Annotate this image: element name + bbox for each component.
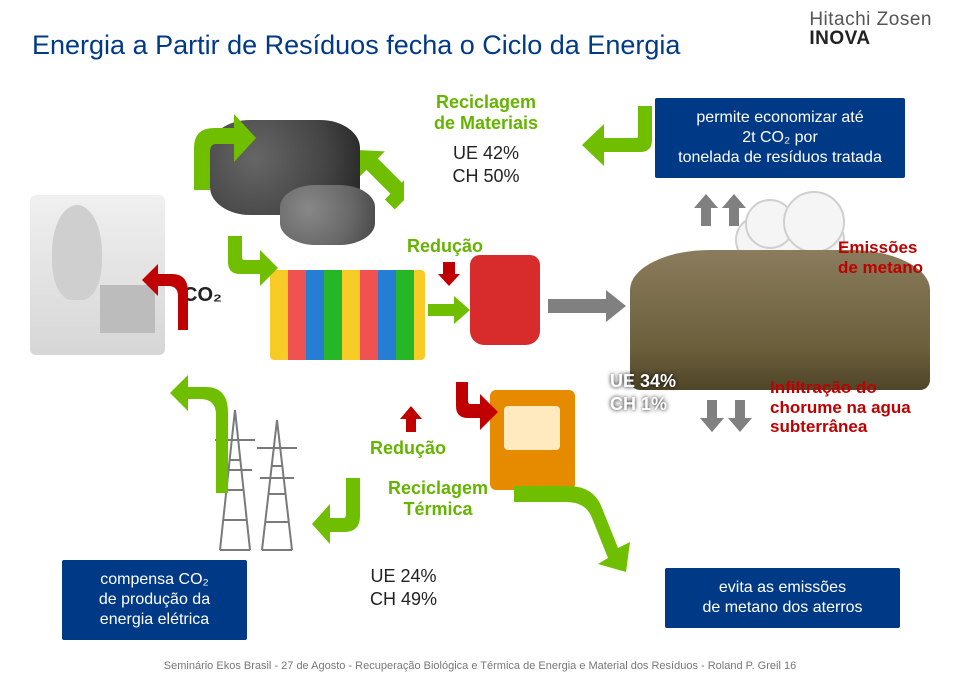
arrow-savings-to-recycling (580, 100, 658, 170)
recycling-materials-ue: UE 42% (396, 142, 576, 165)
leachate-label: Infiltração do chorume na agua subterrân… (770, 378, 911, 437)
arrow-waste-to-landfill (548, 290, 628, 322)
arrow-products-to-waste (428, 296, 472, 324)
compensates-co2-box: compensa CO₂ de produção da energia elét… (62, 560, 247, 640)
recycling-materials-block: Reciclagem de Materiais UE 42% CH 50% (396, 92, 576, 189)
arrow-thermal-to-avoids (508, 480, 668, 580)
arrow-reduction-lower (400, 406, 422, 434)
arrow-materials-to-products (220, 228, 280, 288)
recycling-materials-label: Reciclagem de Materiais (396, 92, 576, 134)
arrow-reduction-upper (438, 262, 460, 288)
arrow-thermal-to-pylon (310, 472, 366, 550)
arrow-to-thermal (450, 378, 498, 436)
methane-emissions-label: Emissões de metano (838, 238, 923, 277)
waste-bag-red (470, 255, 540, 345)
reduction-label-upper: Redução (407, 236, 483, 257)
arrow-materials-to-recycling (360, 140, 404, 210)
arrow-powerplant-to-materials (180, 108, 260, 198)
page-title: Energia a Partir de Resíduos fecha o Cic… (32, 30, 680, 61)
recycling-materials-ch: CH 50% (396, 165, 576, 188)
arrow-leachate-down-2 (728, 400, 752, 434)
landfill-ue: UE 34% (610, 370, 676, 393)
brand-line1: Hitachi Zosen (809, 10, 932, 29)
arrow-methane-up-2 (722, 194, 746, 228)
consumer-products-image (270, 270, 425, 360)
biohazard-bag (490, 390, 575, 490)
landfill-percent: UE 34% CH 1% (610, 370, 676, 417)
brand-logo: Hitachi Zosen INOVA (809, 10, 932, 48)
co2-savings-box: permite economizar até 2t CO₂ por tonela… (655, 98, 905, 178)
thermal-percent: UE 24% CH 49% (370, 565, 437, 612)
arrow-co2-up (140, 260, 188, 332)
co2-label: CO₂ (183, 284, 222, 307)
landfill-ch: CH 1% (610, 393, 676, 416)
reduction-label-lower: Redução (370, 438, 446, 459)
avoids-methane-box: evita as emissões de metano dos aterros (665, 568, 900, 628)
thermal-recycling-label: Reciclagem Térmica (358, 478, 518, 520)
arrow-methane-up-1 (694, 194, 718, 228)
brand-line2: INOVA (809, 29, 932, 48)
thermal-recycling-block: Reciclagem Térmica (358, 478, 518, 520)
arrow-pylon-to-plant (166, 375, 230, 495)
arrow-leachate-down-1 (700, 400, 724, 434)
thermal-ue: UE 24% (370, 565, 437, 588)
thermal-ch: CH 49% (370, 588, 437, 611)
slide-footer: Seminário Ekos Brasil - 27 de Agosto - R… (0, 660, 960, 672)
